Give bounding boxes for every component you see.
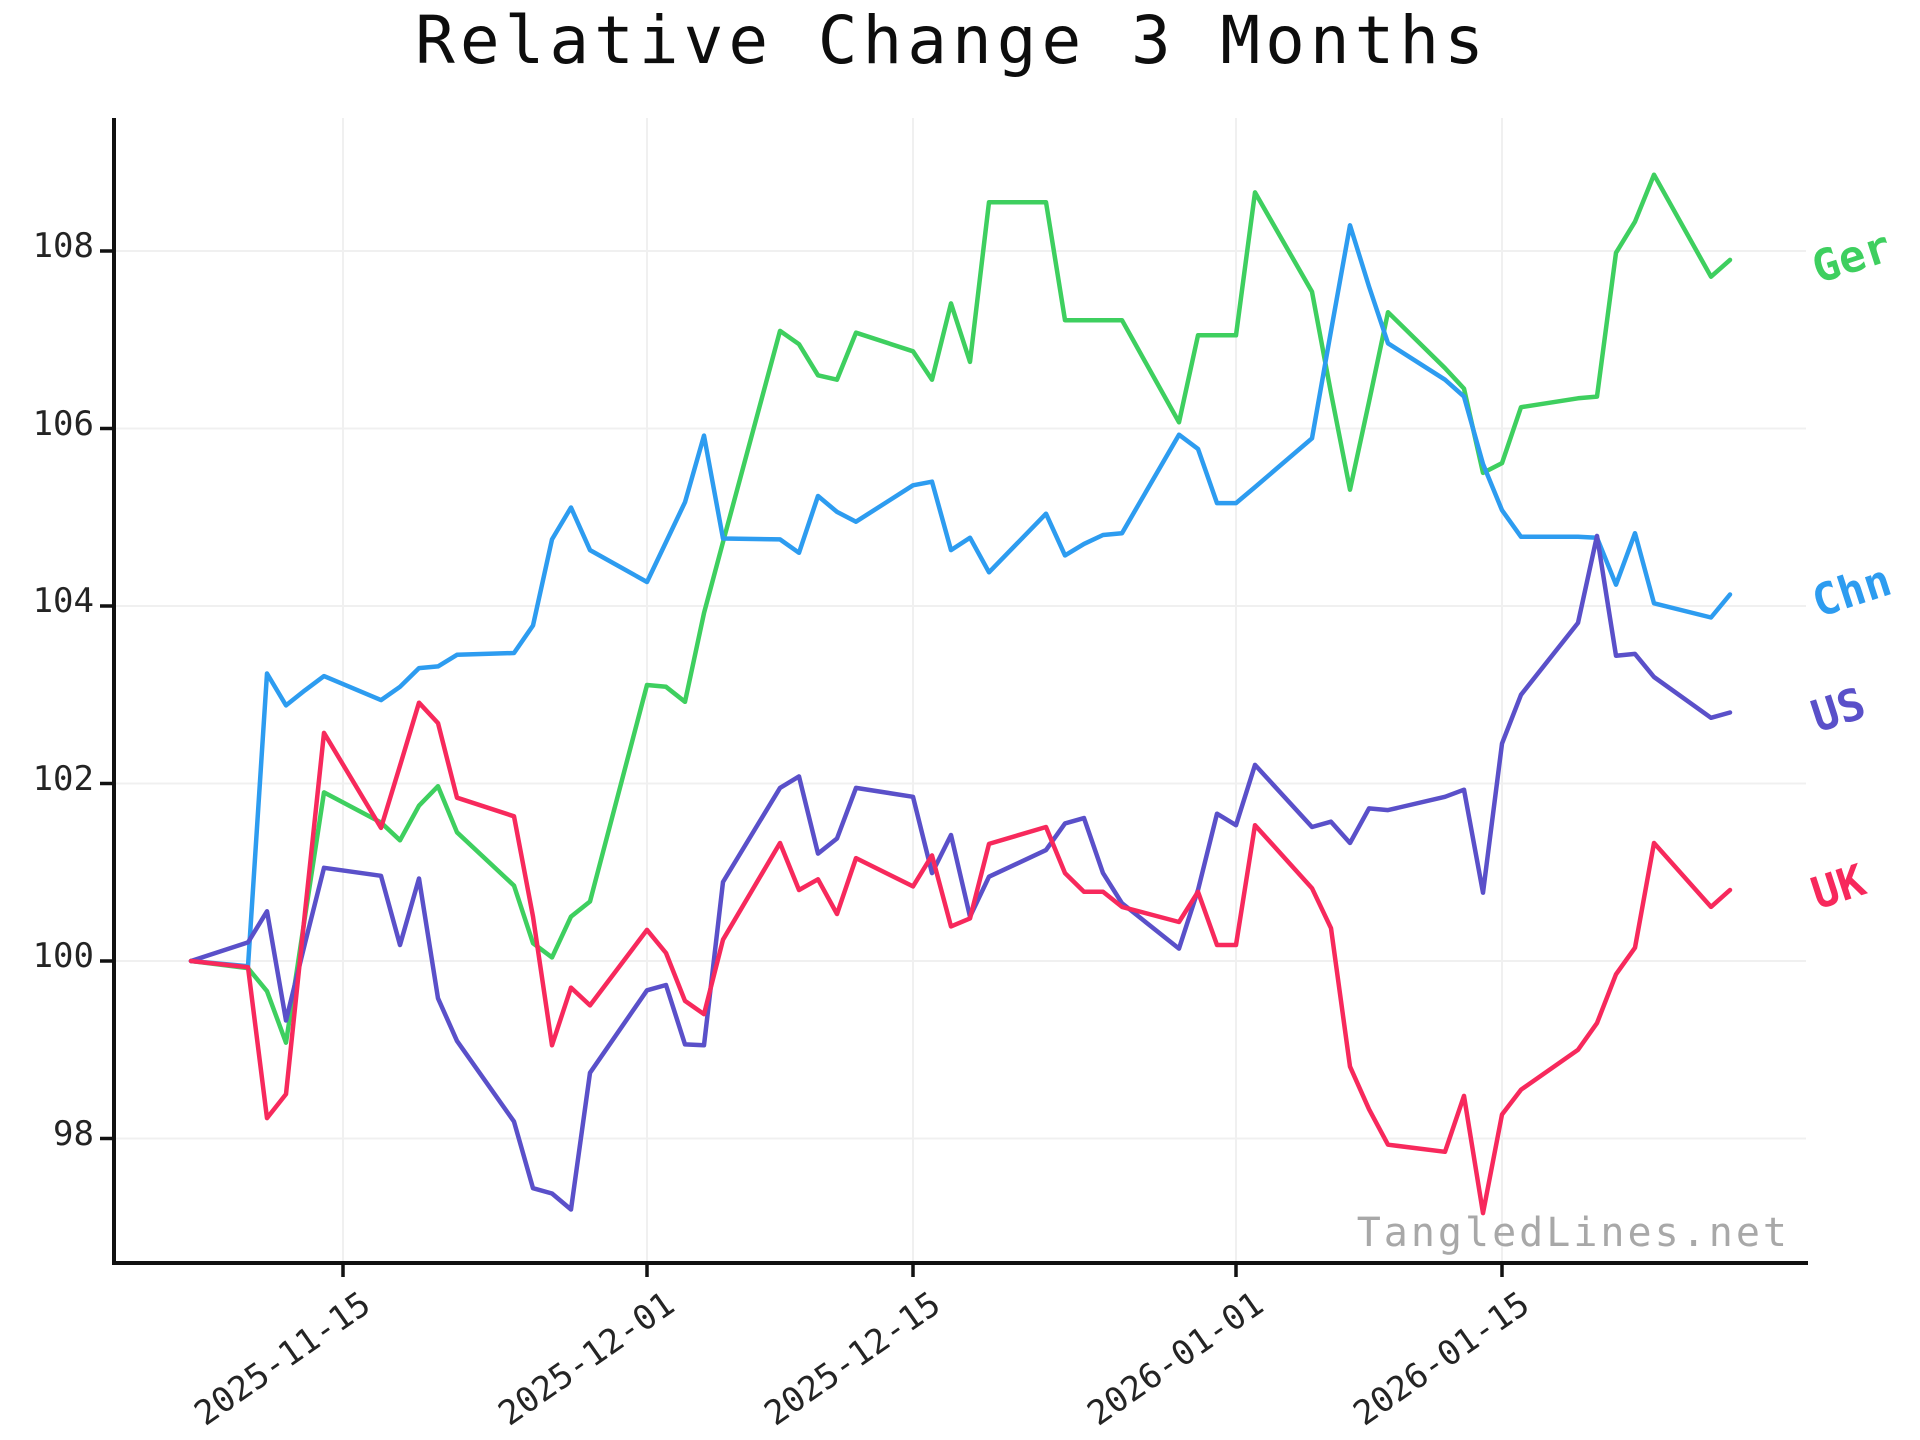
y-tick-label: 108 <box>32 226 94 266</box>
y-tick-label: 98 <box>53 1113 94 1154</box>
y-tick-label: 104 <box>32 581 94 621</box>
series-line-chn <box>188 223 1733 969</box>
y-tick-label: 102 <box>32 758 94 799</box>
series-line-ger <box>188 172 1733 1045</box>
series-line-uk <box>188 700 1733 1216</box>
series-line-us <box>188 533 1733 1212</box>
y-tick-label: 100 <box>32 936 94 976</box>
watermark: TangledLines.net <box>1356 1210 1790 1256</box>
y-tick-label: 106 <box>32 403 94 444</box>
chart-title: Relative Change 3 Months <box>415 2 1489 79</box>
